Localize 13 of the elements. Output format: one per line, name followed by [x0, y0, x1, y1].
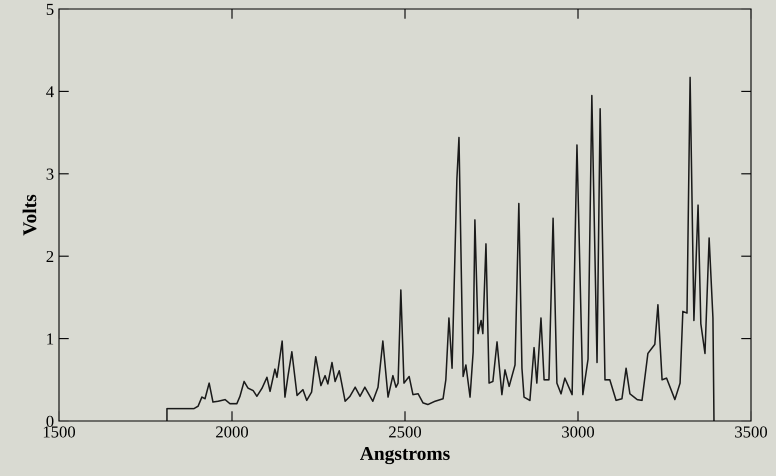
x-tick-label: 3500 — [735, 426, 768, 438]
x-tick-label: 1500 — [44, 426, 76, 438]
x-tick-label: 2000 — [216, 426, 248, 438]
x-tick-label: 3000 — [562, 426, 594, 438]
y-tick-label: 1 — [47, 333, 54, 344]
x-axis-title: Angstroms — [360, 447, 450, 464]
y-tick-label: 3 — [46, 168, 54, 180]
y-tick-label: 4 — [46, 86, 54, 98]
x-tick-label: 2500 — [389, 426, 422, 438]
y-tick-label: 2 — [46, 250, 54, 262]
y-axis-title: Volts — [22, 194, 36, 236]
y-tick-label: 5 — [46, 4, 54, 15]
y-tick-label: 0 — [46, 416, 54, 427]
